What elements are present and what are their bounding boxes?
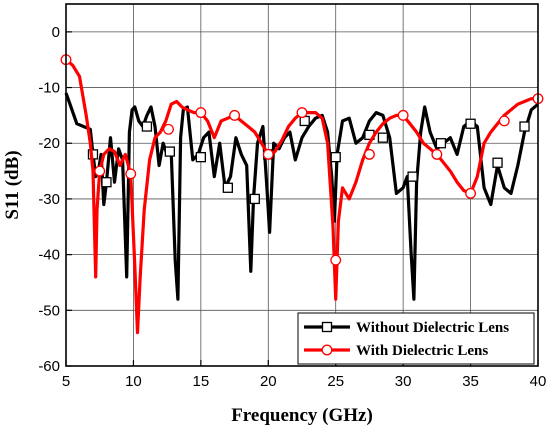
series-line-2 xyxy=(64,58,538,335)
series-2-marker xyxy=(125,168,137,180)
x-tick-label: 10 xyxy=(125,373,142,390)
series-2-marker xyxy=(397,109,409,121)
series-1-marker xyxy=(377,132,389,143)
series-1-marker xyxy=(407,171,418,182)
data-series xyxy=(60,54,544,335)
y-tick-label: -50 xyxy=(38,302,60,319)
x-tick-label: 20 xyxy=(260,373,277,390)
series-2-marker xyxy=(296,107,308,119)
series-2-marker xyxy=(163,123,174,135)
x-tick-label: 35 xyxy=(462,373,479,390)
legend-marker-1 xyxy=(321,321,333,333)
series-1-marker xyxy=(519,121,530,132)
series-1-marker xyxy=(101,177,112,188)
legend-label-2: With Dielectric Lens xyxy=(356,343,488,359)
series-2-marker xyxy=(498,115,510,127)
x-axis-title: Frequency (GHz) xyxy=(231,405,373,426)
series-2-marker xyxy=(363,148,375,160)
legend-box xyxy=(297,312,535,365)
series-1-marker xyxy=(249,193,260,205)
x-tick-label: 40 xyxy=(530,373,547,390)
series-2-marker xyxy=(465,187,477,199)
series-2-marker xyxy=(330,254,342,266)
legend-marker-2 xyxy=(321,344,333,356)
series-2-marker xyxy=(195,107,207,119)
y-tick-label: -40 xyxy=(38,247,60,264)
series-1-marker xyxy=(195,152,207,163)
y-tick-label: 0 xyxy=(52,24,60,41)
series-2-marker xyxy=(229,109,241,121)
series-1-marker xyxy=(330,152,341,163)
legend: Without Dielectric Lens With Dielectric L… xyxy=(297,312,535,365)
x-tick-label: 15 xyxy=(193,373,210,390)
y-tick-label: -30 xyxy=(38,191,60,208)
series-2-marker xyxy=(431,148,443,160)
series-1-marker xyxy=(492,157,503,168)
x-tick-label: 30 xyxy=(395,373,412,390)
x-tick-label: 25 xyxy=(327,373,344,390)
legend-label-1: Without Dielectric Lens xyxy=(356,320,509,336)
series-1-marker xyxy=(465,118,476,129)
y-tick-label: -10 xyxy=(38,80,60,97)
y-axis-title: S11 (dB) xyxy=(2,150,23,219)
series-1-marker xyxy=(435,138,447,149)
series-1-marker xyxy=(222,182,233,193)
tick-labels: 5 10 15 20 25 30 35 40 0 -10 -20 -30 -40 -50 -60 xyxy=(38,24,546,390)
series-1-marker xyxy=(164,146,175,157)
plot-frame xyxy=(65,3,539,367)
series-1-marker xyxy=(141,121,153,132)
x-tick-label: 5 xyxy=(62,373,70,390)
y-tick-label: -20 xyxy=(38,135,60,152)
series-2-marker xyxy=(262,148,274,160)
y-tick-label: -60 xyxy=(38,358,60,375)
series-2-marker xyxy=(94,165,106,177)
